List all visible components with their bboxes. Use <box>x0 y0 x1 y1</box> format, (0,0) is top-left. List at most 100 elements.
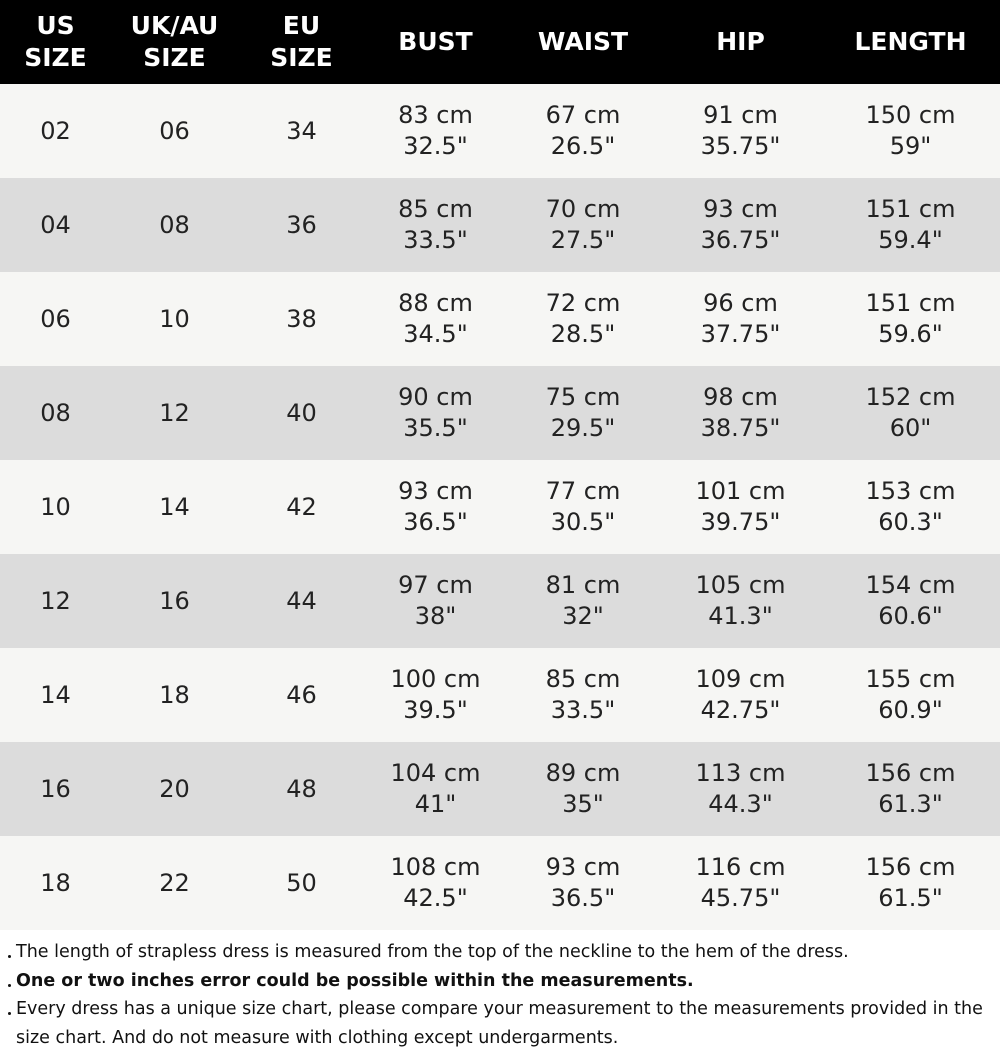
table-cell: 06 <box>111 84 238 178</box>
cell-text: 61.5" <box>878 884 943 912</box>
table-cell: 93 cm 36.5" <box>365 460 506 554</box>
cell-text: 89 cm <box>545 759 621 787</box>
cell-text: 154 cm <box>865 571 956 599</box>
cell-text: 151 cm <box>865 289 956 317</box>
cell-text: 34 <box>286 116 317 145</box>
header-cell: LENGTH <box>821 0 1000 84</box>
cell-text: 60.3" <box>878 508 943 536</box>
table-cell: 46 <box>238 648 365 742</box>
cell-text: 22 <box>159 868 190 897</box>
cell-text: 109 cm <box>695 665 786 693</box>
table-cell: 42 <box>238 460 365 554</box>
cell-text: 96 cm <box>703 289 778 317</box>
cell-text: 36.75" <box>700 226 781 254</box>
table-cell: 48 <box>238 742 365 836</box>
cell-text: 38.75" <box>700 414 781 442</box>
table-row: 04 08 36 85 cm 33.5" 70 cm 27.5" 93 cm 36.75" 151… <box>0 178 1000 272</box>
cell-text: 32.5" <box>403 132 468 160</box>
header-row: US SIZE UK/AU SIZE EU SIZE BUST WAIST HIP LENGTH <box>0 0 1000 84</box>
table-cell: 152 cm 60" <box>821 366 1000 460</box>
table-cell: 12 <box>111 366 238 460</box>
table-cell: 155 cm 60.9" <box>821 648 1000 742</box>
header-text: SIZE <box>270 43 333 72</box>
table-cell: 91 cm 35.75" <box>660 84 821 178</box>
header-cell: US SIZE <box>0 0 111 84</box>
table-row: 08 12 40 90 cm 35.5" 75 cm 29.5" 98 cm 38.75" 152… <box>0 366 1000 460</box>
cell-text: 60.6" <box>878 602 943 630</box>
header-text: LENGTH <box>854 27 967 56</box>
header-text: WAIST <box>537 27 629 56</box>
cell-text: 88 cm <box>398 289 473 317</box>
table-cell: 50 <box>238 836 365 930</box>
cell-text: 12 <box>40 586 71 615</box>
cell-text: 156 cm <box>865 853 956 881</box>
table-cell: 22 <box>111 836 238 930</box>
table-cell: 02 <box>0 84 111 178</box>
header-text: UK/AU <box>130 11 219 40</box>
header-text: BUST <box>398 27 473 56</box>
cell-text: 151 cm <box>865 195 956 223</box>
cell-text: 36 <box>286 210 317 239</box>
cell-text: 04 <box>40 210 71 239</box>
table-cell: 34 <box>238 84 365 178</box>
table-cell: 150 cm 59" <box>821 84 1000 178</box>
table-row: 14 18 46 100 cm 39.5" 85 cm 33.5" 109 cm 42.75" 1… <box>0 648 1000 742</box>
cell-text: 10 <box>159 304 190 333</box>
cell-text: 60.9" <box>878 696 943 724</box>
cell-text: 152 cm <box>865 383 956 411</box>
cell-text: 41.3" <box>708 602 773 630</box>
table-cell: 75 cm 29.5" <box>506 366 660 460</box>
cell-text: 90 cm <box>398 383 473 411</box>
table-cell: 08 <box>111 178 238 272</box>
cell-text: 44 <box>286 586 317 615</box>
cell-text: 08 <box>40 398 71 427</box>
cell-text: 91 cm <box>703 101 778 129</box>
header-cell: EU SIZE <box>238 0 365 84</box>
table-row: 16 20 48 104 cm 41" 89 cm 35" 113 cm 44.3" 156 cm… <box>0 742 1000 836</box>
table-cell: 109 cm 42.75" <box>660 648 821 742</box>
table-cell: 10 <box>0 460 111 554</box>
cell-text: 48 <box>286 774 317 803</box>
table-cell: 156 cm 61.5" <box>821 836 1000 930</box>
cell-text: 93 cm <box>398 477 473 505</box>
cell-text: 81 cm <box>545 571 621 599</box>
table-cell: 101 cm 39.75" <box>660 460 821 554</box>
cell-text: 14 <box>159 492 190 521</box>
cell-text: 59.4" <box>878 226 943 254</box>
cell-text: 26.5" <box>550 132 616 160</box>
table-cell: 151 cm 59.4" <box>821 178 1000 272</box>
cell-text: 33.5" <box>403 226 468 254</box>
table-cell: 90 cm 35.5" <box>365 366 506 460</box>
cell-text: 06 <box>40 304 71 333</box>
cell-text: 50 <box>286 868 317 897</box>
cell-text: 153 cm <box>865 477 956 505</box>
table-cell: 18 <box>0 836 111 930</box>
table-cell: 04 <box>0 178 111 272</box>
table-cell: 16 <box>0 742 111 836</box>
cell-text: 113 cm <box>695 759 786 787</box>
cell-text: 150 cm <box>865 101 956 129</box>
header-text: HIP <box>716 27 765 56</box>
cell-text: 38 <box>286 304 317 333</box>
cell-text: 101 cm <box>695 477 786 505</box>
table-cell: 96 cm 37.75" <box>660 272 821 366</box>
cell-text: 39.75" <box>700 508 781 536</box>
note: The length of strapless dress is measure… <box>8 938 992 967</box>
cell-text: 40 <box>286 398 317 427</box>
cell-text: 98 cm <box>703 383 778 411</box>
cell-text: 39.5" <box>403 696 468 724</box>
table-cell: 108 cm 42.5" <box>365 836 506 930</box>
cell-text: 27.5" <box>550 226 616 254</box>
table-cell: 72 cm 28.5" <box>506 272 660 366</box>
header-cell: UK/AU SIZE <box>111 0 238 84</box>
table-cell: 40 <box>238 366 365 460</box>
cell-text: 32" <box>562 602 604 630</box>
table-cell: 89 cm 35" <box>506 742 660 836</box>
cell-text: 41" <box>414 790 457 818</box>
cell-text: 18 <box>40 868 71 897</box>
table-cell: 93 cm 36.75" <box>660 178 821 272</box>
table-cell: 113 cm 44.3" <box>660 742 821 836</box>
cell-text: 105 cm <box>695 571 786 599</box>
cell-text: 14 <box>40 680 71 709</box>
table-cell: 88 cm 34.5" <box>365 272 506 366</box>
